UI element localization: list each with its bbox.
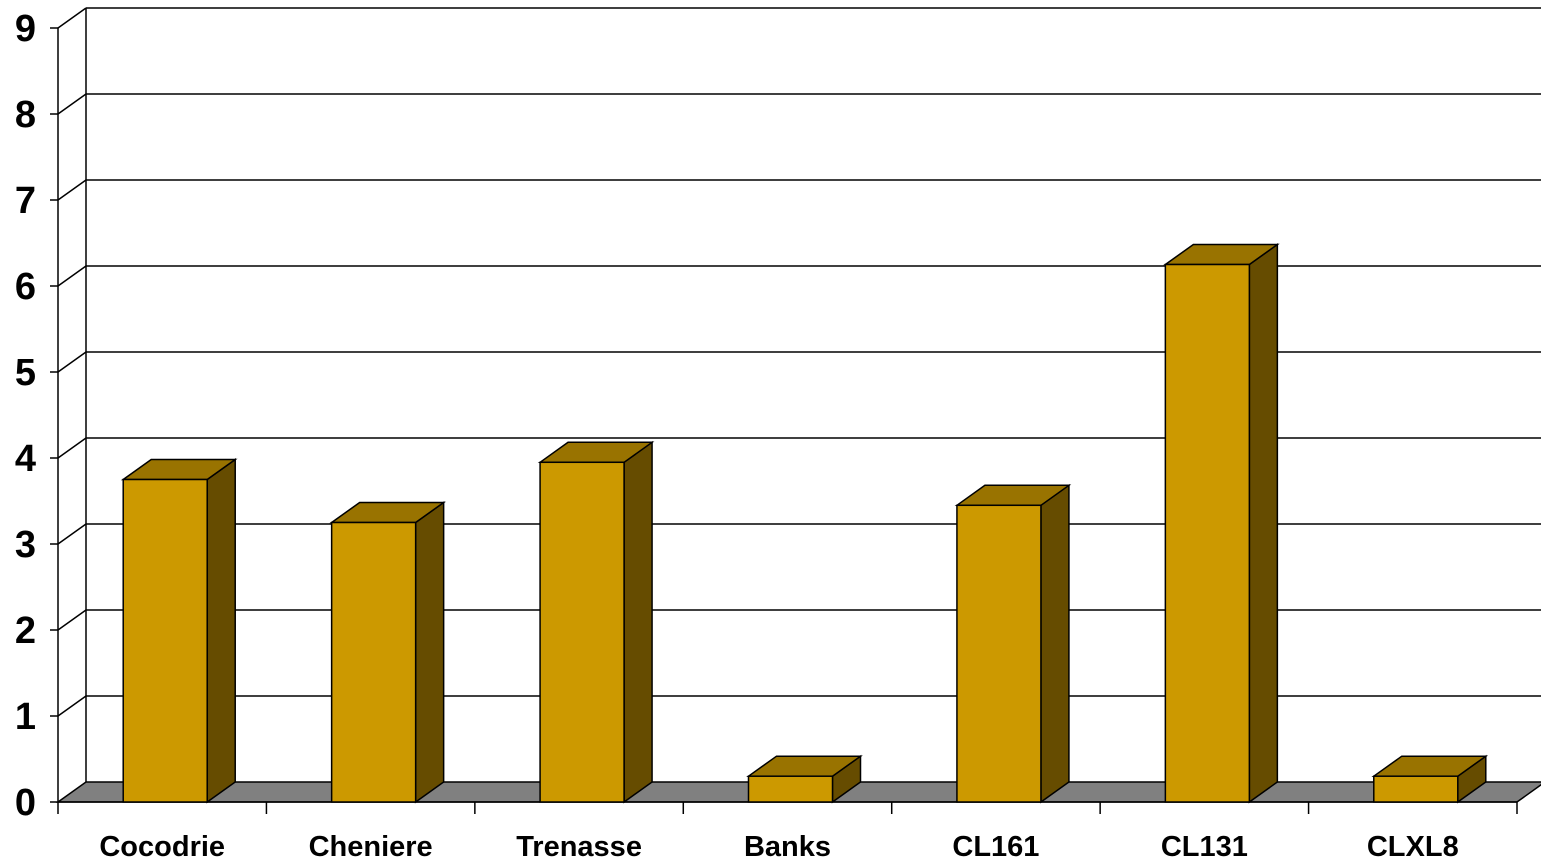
gridline-side [57,351,87,373]
axes [50,8,1518,814]
bar-side [1248,243,1279,804]
gridline-side [57,7,87,29]
y-tick-label: 9 [15,8,36,50]
bar-side [623,440,653,804]
y-axis-tick-labels: 0 1 2 3 4 5 6 7 8 9 [15,8,36,824]
gridline-side [57,523,87,545]
x-tick-label: Cocodrie [99,831,225,863]
bar [1371,754,1489,804]
x-axis-tick-labels: Cocodrie Cheniere Trenasse Banks CL161 CL131 C… [99,831,1458,863]
bars [120,243,1489,804]
gridline-side [57,609,87,631]
x-tick-label: Banks [744,831,831,863]
bar [537,440,655,804]
y-tick-label: 5 [15,352,36,394]
bar [746,754,863,804]
x-tick-label: CLXL8 [1367,831,1459,863]
y-tick-label: 8 [15,94,36,136]
bar-front [539,461,625,803]
bar-front [122,478,208,803]
bar [120,458,238,804]
bar-front [956,504,1042,803]
gridline-side [57,179,87,201]
bar-side [414,501,445,804]
y-tick-label: 1 [15,696,36,738]
y-tick-label: 3 [15,524,36,566]
bar-front [330,521,417,803]
bar [329,501,446,804]
y-tick-label: 7 [15,180,36,222]
bar-front [747,775,834,803]
bar-side [206,458,236,804]
x-tick-label: CL131 [1161,831,1248,863]
gridlines [57,7,1541,717]
y-tick-label: 4 [15,438,36,480]
bar-front [1164,263,1251,803]
gridline-side [57,437,87,459]
y-tick-label: 2 [15,610,36,652]
bar [954,483,1072,804]
x-tick-label: CL161 [952,831,1039,863]
bar-front [1373,775,1459,803]
x-tick-label: Cheniere [309,831,433,863]
y-tick-label: 6 [15,266,36,308]
x-tick-label: Trenasse [516,831,642,863]
gridline-side [57,93,87,115]
bar [1163,243,1280,804]
y-tick-label: 0 [15,782,36,824]
gridline-side [57,265,87,287]
bar-side [1040,483,1070,804]
gridline-side [57,695,87,717]
